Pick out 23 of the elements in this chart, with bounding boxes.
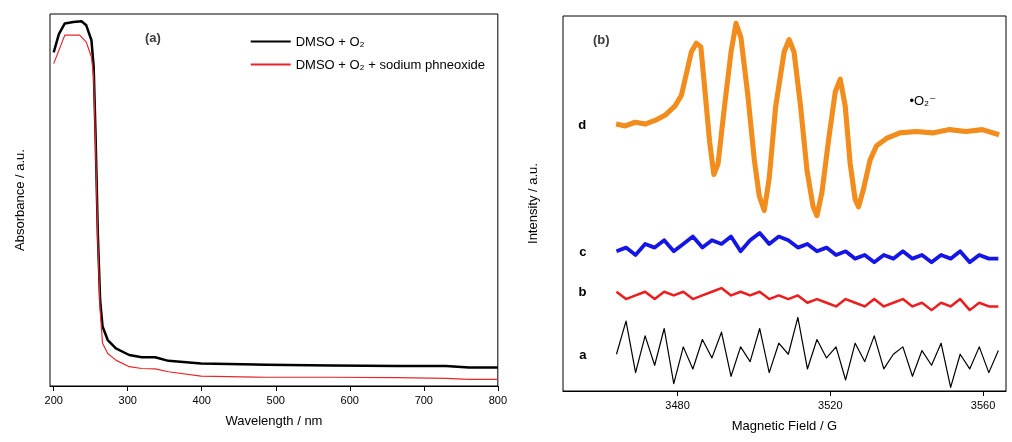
x-tick-label: 3520 bbox=[818, 398, 843, 411]
x-tick-label: 700 bbox=[414, 393, 433, 406]
x-tick-label: 300 bbox=[118, 393, 137, 406]
x-tick-label: 200 bbox=[44, 393, 63, 406]
y-axis-title: Intensity / a.u. bbox=[525, 163, 540, 244]
x-tick-label: 400 bbox=[192, 393, 211, 406]
annotation: •O₂⁻ bbox=[909, 93, 937, 108]
x-tick-label: 600 bbox=[340, 393, 359, 406]
legend-label: DMSO + O₂ + sodium phneoxide bbox=[295, 57, 486, 72]
x-tick-label: 3560 bbox=[970, 398, 996, 411]
legend-label: DMSO + O₂ bbox=[295, 34, 365, 49]
text: d bbox=[578, 116, 587, 132]
x-axis-title: Magnetic Field / G bbox=[731, 418, 838, 433]
text: (a) bbox=[145, 30, 161, 45]
text: a bbox=[579, 346, 588, 362]
x-tick-label: 800 bbox=[488, 393, 507, 406]
text: b bbox=[578, 284, 587, 300]
x-axis-title: Wavelength / nm bbox=[225, 413, 323, 428]
x-tick-label: 500 bbox=[266, 393, 285, 406]
y-axis-title: Absorbance / a.u. bbox=[12, 149, 27, 251]
x-tick-label: 3480 bbox=[665, 398, 690, 411]
text: c bbox=[579, 243, 587, 259]
text: (b) bbox=[593, 32, 610, 47]
